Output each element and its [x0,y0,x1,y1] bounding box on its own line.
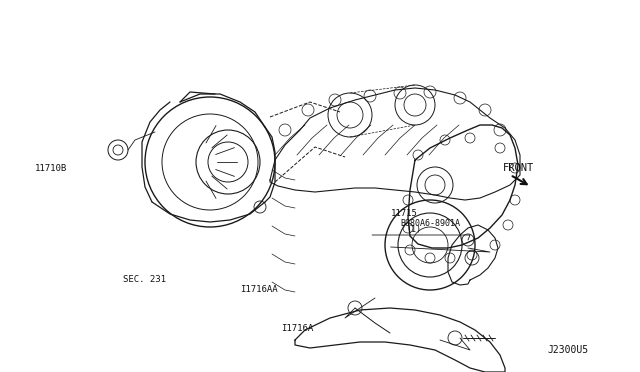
Text: FRONT: FRONT [502,163,534,173]
Text: (1): (1) [406,225,421,234]
Text: SEC. 231: SEC. 231 [123,275,166,284]
Text: 11715: 11715 [390,209,417,218]
Text: B080A6-8901A: B080A6-8901A [400,219,460,228]
Text: J2300U5: J2300U5 [547,345,588,355]
Text: I1716A: I1716A [282,324,314,333]
Text: 11710B: 11710B [35,164,67,173]
Text: I1716AA: I1716AA [240,285,278,294]
